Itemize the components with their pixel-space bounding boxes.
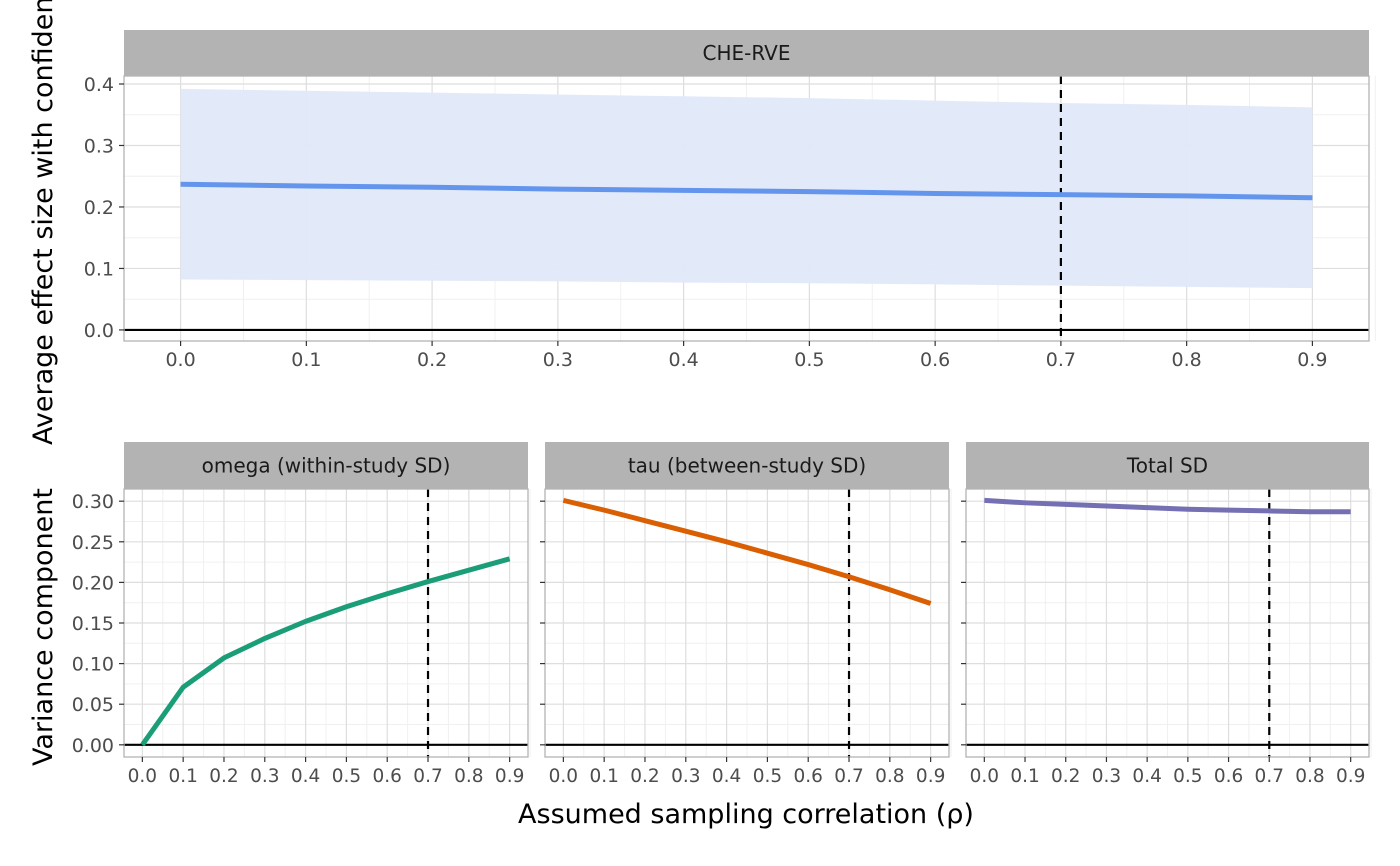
x-tick-label: 0.4 <box>1132 766 1161 787</box>
x-tick-label: 0.9 <box>916 766 945 787</box>
x-tick-label: 0.6 <box>794 766 823 787</box>
strip-tau <box>545 442 949 489</box>
y-tick-label: 0.20 <box>72 572 114 594</box>
x-tick-label: 0.1 <box>291 349 321 371</box>
x-tick-label: 0.1 <box>168 766 197 787</box>
x-tick-label: 0.3 <box>543 349 573 371</box>
y-tick-label: 0.3 <box>84 135 114 157</box>
x-tick-label: 0.3 <box>250 766 279 787</box>
x-tick-label: 0.0 <box>165 349 195 371</box>
y-tick-label: 0.15 <box>72 613 114 635</box>
series-line <box>180 181 1313 201</box>
series-line <box>984 497 1351 515</box>
x-tick-label: 0.3 <box>671 766 700 787</box>
x-tick-label: 0.8 <box>1295 766 1324 787</box>
y-tick-label: 0.30 <box>72 491 114 513</box>
x-tick-label: 0.2 <box>630 766 659 787</box>
panel-CHE-RVE: CHE-RVE 0.0 0.1 0.2 0.3 0.4 0.5 0.6 0.7 0.8 0.9 0.0… <box>84 30 1376 371</box>
x-tick-label: 0.7 <box>1255 766 1284 787</box>
x-tick-label: 0.8 <box>1172 349 1202 371</box>
strip-total <box>966 442 1369 489</box>
x-tick-label: 0.7 <box>413 766 442 787</box>
y-tick-label: 0.4 <box>84 74 114 96</box>
x-tick-label: 0.5 <box>332 766 361 787</box>
panel-border <box>123 75 1370 342</box>
x-tick-label: 0.9 <box>1297 349 1327 371</box>
strip-label-omega: omega (within-study SD) <box>202 454 451 478</box>
x-tick-label: 0.4 <box>669 349 699 371</box>
x-tick-label: 0.5 <box>794 349 824 371</box>
y-tick-label: 0.2 <box>84 197 114 219</box>
y-tick-label: 0.05 <box>72 694 114 716</box>
x-axis-title: Assumed sampling correlation (ρ) <box>518 799 974 830</box>
x-tick-label: 0.1 <box>589 766 618 787</box>
strip-label-tau: tau (between-study SD) <box>628 454 866 478</box>
y-tick-label: 0.1 <box>84 258 114 280</box>
x-tick-label: 0.4 <box>291 766 320 787</box>
series-line <box>562 497 932 606</box>
panel-tau: tau (between-study SD) 0.0 0.1 0.2 0.3 0.4 0.5… <box>540 442 952 787</box>
strip-CHE-RVE <box>124 30 1369 76</box>
x-tick-label: 0.2 <box>209 766 238 787</box>
x-tick-label: 0.8 <box>454 766 483 787</box>
x-tick-label: 0.2 <box>1051 766 1080 787</box>
y-tick-label: 0.10 <box>72 654 114 676</box>
x-tick-label: 0.0 <box>128 766 157 787</box>
series-line <box>140 556 511 747</box>
x-tick-label: 0.6 <box>373 766 402 787</box>
x-tick-label: 0.6 <box>1214 766 1243 787</box>
x-tick-label: 0.1 <box>1010 766 1039 787</box>
y-axis-title-bottom: Variance component <box>28 488 59 766</box>
y-tick-label: 0.00 <box>72 735 114 757</box>
x-tick-label: 0.5 <box>1173 766 1202 787</box>
x-tick-label: 0.7 <box>834 766 863 787</box>
y-tick-label: 0.0 <box>84 320 114 342</box>
strip-omega <box>124 442 528 489</box>
x-tick-label: 0.7 <box>1046 349 1076 371</box>
panel-omega: omega (within-study SD) 0.0 0.1 0.2 0.3 0.4 0.… <box>72 442 531 787</box>
x-tick-label: 0.5 <box>753 766 782 787</box>
strip-label-total: Total SD <box>1126 454 1208 478</box>
x-tick-label: 0.3 <box>1092 766 1121 787</box>
x-tick-label: 0.4 <box>712 766 741 787</box>
y-tick-label: 0.25 <box>72 532 114 554</box>
y-axis-title-top: Average effect size with confidence <box>28 0 59 445</box>
strip-label-CHE-RVE: CHE-RVE <box>703 41 791 65</box>
x-tick-label: 0.8 <box>875 766 904 787</box>
x-tick-label: 0.9 <box>495 766 524 787</box>
x-tick-label: 0.0 <box>970 766 999 787</box>
x-tick-label: 0.9 <box>1336 766 1365 787</box>
x-tick-label: 0.0 <box>549 766 578 787</box>
x-tick-label: 0.2 <box>417 349 447 371</box>
panel-total: Total SD 0.0 0.1 0.2 0.3 0.4 0.5 0.6 0.7 0.8 0.9 <box>961 442 1372 787</box>
x-tick-label: 0.6 <box>920 349 950 371</box>
